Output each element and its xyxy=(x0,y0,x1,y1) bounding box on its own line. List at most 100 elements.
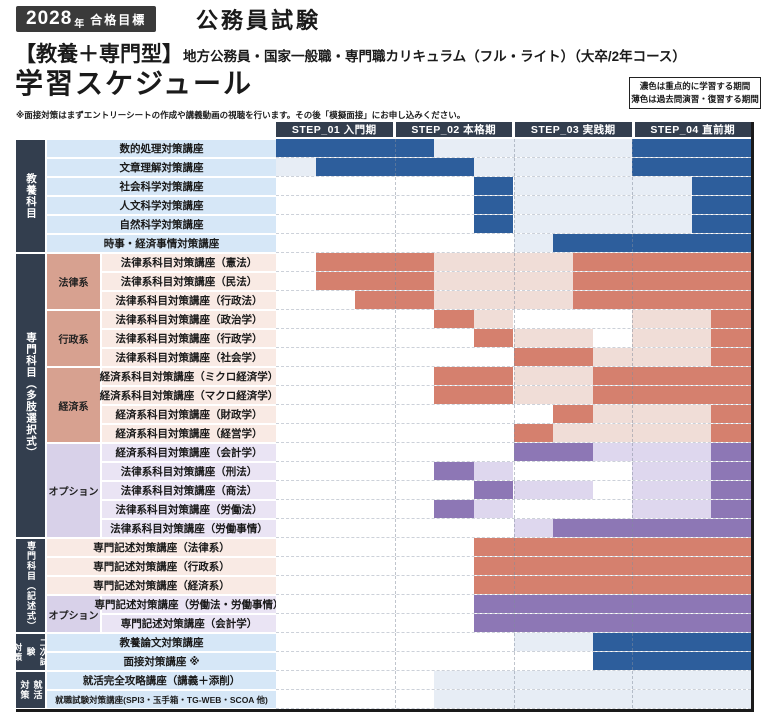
step-grid-divider xyxy=(632,234,634,252)
schedule-row-timeline xyxy=(276,671,751,690)
step-grid-divider xyxy=(394,500,396,518)
step-grid-divider xyxy=(394,671,396,689)
course-row-label: 経済系科目対策講座（会計学） xyxy=(102,444,276,461)
step-grid-divider xyxy=(513,690,515,708)
step-grid-divider xyxy=(394,595,396,613)
course-row-label: 法律系科目対策講座（労働事情） xyxy=(102,520,276,537)
step-grid-divider xyxy=(394,690,396,708)
page-title: 学習スケジュール xyxy=(15,68,254,99)
bar-segment-light xyxy=(632,329,712,347)
subgroup-cell: 法律系 xyxy=(47,254,100,309)
step-grid-divider xyxy=(394,367,396,385)
bar-segment-dark xyxy=(711,481,751,499)
step-grid-divider xyxy=(632,291,634,309)
bar-segment-dark xyxy=(434,310,474,328)
target-year-badge: 2028 年 合格目標 xyxy=(16,6,157,32)
step-grid-divider xyxy=(632,329,634,347)
course-row-label: 文章理解対策講座 xyxy=(47,159,276,176)
course-row-label: 法律系科目対策講座（商法） xyxy=(102,482,276,499)
schedule-row-timeline xyxy=(276,538,751,557)
bar-segment-dark xyxy=(315,253,435,271)
step-grid-divider xyxy=(513,215,515,233)
bar-segment-dark xyxy=(711,443,751,461)
bar-segment-dark xyxy=(315,158,474,176)
step-grid-divider xyxy=(632,424,634,442)
bar-segment-dark xyxy=(513,424,554,442)
step-grid-divider xyxy=(632,158,634,176)
step-grid-divider xyxy=(632,348,634,366)
bar-segment-dark xyxy=(572,253,751,271)
step-grid-divider xyxy=(632,443,634,461)
bar-segment-dark xyxy=(473,576,751,594)
step-grid-divider xyxy=(632,481,634,499)
schedule-row-timeline xyxy=(276,405,751,424)
bar-segment-light xyxy=(592,405,712,423)
step-grid-divider xyxy=(394,234,396,252)
bar-segment-light xyxy=(632,310,712,328)
subgroup-cell: オプション xyxy=(47,444,100,537)
step-grid-divider xyxy=(632,196,634,214)
course-line: 【教養＋専門型】地方公務員・国家一般職・専門職カリキュラム（フル・ライト）（大卒… xyxy=(15,38,686,68)
course-row-label: 専門記述対策講座（行政系） xyxy=(47,558,276,575)
schedule-row-timeline xyxy=(276,690,751,709)
step-grid-divider xyxy=(394,443,396,461)
schedule-row-timeline xyxy=(276,253,751,272)
step-grid-divider xyxy=(394,196,396,214)
step-grid-divider xyxy=(513,348,515,366)
bar-segment-dark xyxy=(691,177,751,195)
schedule-row-timeline xyxy=(276,348,751,367)
schedule-table-body: 教養科目 数的処理対策講座 文章理解対策講座 社会科学対策講座 人文科学対策講座 自然科学… xyxy=(13,139,756,709)
step-grid-divider xyxy=(394,614,396,632)
step-grid-divider xyxy=(513,500,515,518)
group-label: 就活 対策 xyxy=(19,680,43,700)
group-cell: 専門科目（記述式） xyxy=(16,539,45,632)
step-grid-divider xyxy=(513,234,515,252)
badge-year: 2028 xyxy=(26,8,73,29)
step-grid-divider xyxy=(513,253,515,271)
course-row-label: 数的処理対策講座 xyxy=(47,140,276,157)
schedule-row-timeline xyxy=(276,196,751,215)
course-row-label: 専門記述対策講座（法律系） xyxy=(47,539,276,556)
step-grid-divider xyxy=(394,310,396,328)
schedule-row-timeline xyxy=(276,424,751,443)
bar-segment-light xyxy=(513,633,593,651)
bar-segment-light xyxy=(473,158,633,176)
step-header-cell-2: STEP_02 本格期 xyxy=(395,122,512,137)
bar-segment-dark xyxy=(276,139,435,157)
bar-segment-dark xyxy=(434,462,474,480)
bar-segment-light xyxy=(473,310,514,328)
bar-segment-dark xyxy=(473,215,514,233)
bar-segment-light xyxy=(513,519,554,537)
bar-segment-light xyxy=(513,196,692,214)
course-row-label: 法律系科目対策講座（行政学） xyxy=(102,330,276,347)
step-grid-divider xyxy=(513,671,515,689)
group-cell: 就活 対策 xyxy=(16,672,45,708)
bar-segment-light xyxy=(276,158,316,176)
schedule-row-timeline xyxy=(276,652,751,671)
bar-segment-light xyxy=(632,462,712,480)
step-grid-divider xyxy=(632,405,634,423)
bar-segment-dark xyxy=(592,633,751,651)
bar-segment-dark xyxy=(553,405,593,423)
step-grid-divider xyxy=(632,367,634,385)
bar-segment-dark xyxy=(711,405,751,423)
course-row-label: 専門記述対策講座（会計学） xyxy=(102,615,276,632)
bar-segment-dark xyxy=(473,481,514,499)
step-header-cell-4: STEP_04 直前期 xyxy=(634,122,751,137)
bar-segment-dark xyxy=(473,557,751,575)
course-row-label: 経済系科目対策講座（ミクロ経済学） xyxy=(100,368,278,385)
bar-segment-dark xyxy=(592,652,751,670)
schedule-row-timeline xyxy=(276,633,751,652)
bar-segment-dark xyxy=(315,272,435,290)
legend-box: 濃色は重点的に学習する期間 薄色は過去問演習・復習する期間 xyxy=(629,77,761,109)
bar-segment-dark xyxy=(473,538,751,556)
schedule-row-timeline xyxy=(276,386,751,405)
bar-segment-dark xyxy=(711,348,751,366)
group-cell: 二次試験 対策 xyxy=(13,634,49,670)
course-row-label: 人文科学対策講座 xyxy=(47,197,276,214)
bar-segment-dark xyxy=(711,462,751,480)
step-grid-divider xyxy=(632,614,634,632)
schedule-row-timeline xyxy=(276,272,751,291)
bar-segment-light xyxy=(592,348,712,366)
schedule-row-timeline xyxy=(276,481,751,500)
